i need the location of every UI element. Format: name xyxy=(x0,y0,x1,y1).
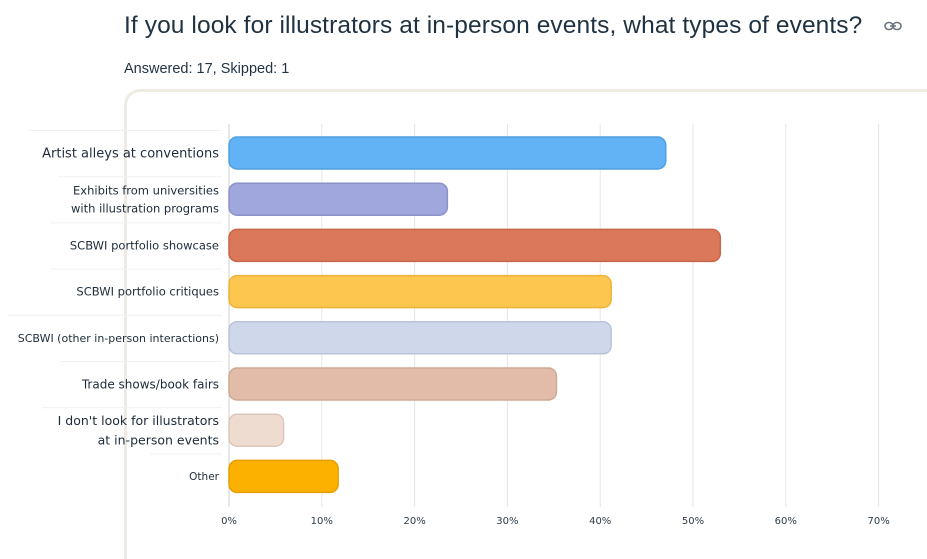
x-tick-label: 40% xyxy=(589,516,611,527)
x-tick-label: 30% xyxy=(496,516,518,527)
category-label: SCBWI (other in-person interactions) xyxy=(18,332,219,345)
category-label: Other xyxy=(189,471,219,483)
link-icon[interactable] xyxy=(884,19,902,33)
bar-4[interactable] xyxy=(228,274,612,309)
category-label: Trade shows/book fairs xyxy=(81,377,219,391)
bar-8[interactable] xyxy=(228,459,339,494)
x-tick-label: 10% xyxy=(311,516,333,527)
bar-5[interactable] xyxy=(228,321,612,355)
category-labels: Artist alleys at conventions Exhibits fro… xyxy=(8,130,222,483)
bar-chart: Artist alleys at conventions Exhibits fro… xyxy=(8,124,890,527)
x-tick-label: 0% xyxy=(221,516,237,527)
bar-3[interactable] xyxy=(228,228,722,263)
category-label: SCBWI portfolio showcase xyxy=(70,239,219,253)
grid-lines xyxy=(228,124,880,507)
skipped-count: Skipped: 1 xyxy=(220,61,290,77)
bar-7[interactable] xyxy=(228,413,285,447)
category-label: Exhibits from universities with illustrat… xyxy=(71,183,219,215)
category-label: SCBWI portfolio critiques xyxy=(76,285,219,299)
stats-separator: , xyxy=(212,61,221,77)
answered-count: Answered: 17 xyxy=(124,61,213,77)
bar-6[interactable] xyxy=(228,367,558,401)
chart-panel xyxy=(124,89,927,559)
bars xyxy=(228,136,722,494)
x-tick-label: 60% xyxy=(775,516,797,527)
x-tick-label: 20% xyxy=(403,516,425,527)
bar-2[interactable] xyxy=(228,182,449,216)
question-title: If you look for illustrators at in-perso… xyxy=(124,12,863,39)
x-tick-label: 70% xyxy=(867,516,889,527)
category-label: Artist alleys at conventions xyxy=(42,147,219,162)
x-axis-ticks: 0% 10% 20% 30% 40% 50% 60% 70% xyxy=(221,516,890,527)
category-label: I don't look for illustrators at in-perso… xyxy=(58,413,219,447)
response-stats: Answered: 17, Skipped: 1 xyxy=(124,61,289,77)
bar-1[interactable] xyxy=(228,136,667,170)
x-tick-label: 50% xyxy=(682,516,704,527)
